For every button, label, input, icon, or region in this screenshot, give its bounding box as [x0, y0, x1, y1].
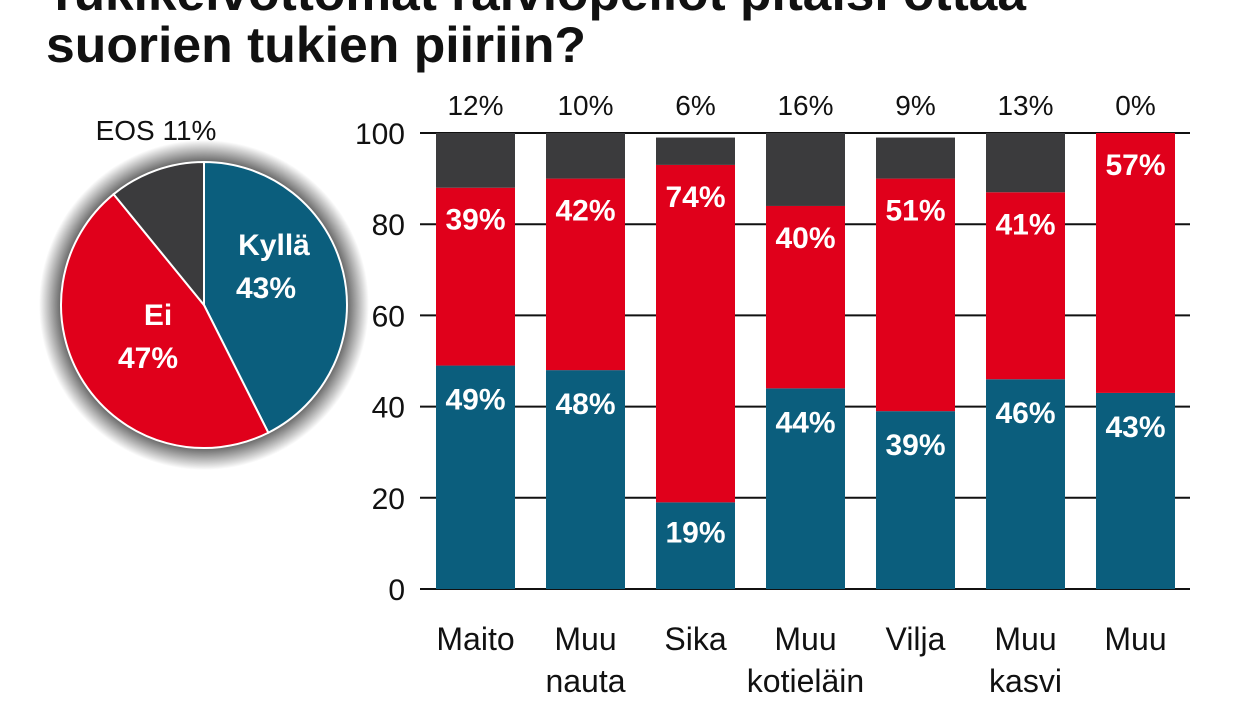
bar-label-ei: 74%	[665, 181, 725, 214]
bar-eos	[436, 133, 515, 188]
x-tick-label: Maito	[436, 621, 514, 657]
bar-label-eos: 0%	[1115, 90, 1155, 121]
pie-label-kylla-value: 43%	[236, 272, 296, 305]
bar-label-kylla: 48%	[555, 388, 615, 421]
bar-label-eos: 9%	[895, 90, 935, 121]
bar-label-ei: 40%	[775, 222, 835, 255]
bar-label-ei: 41%	[995, 208, 1055, 241]
x-tick-label: Vilja	[886, 621, 946, 657]
pie-label-ei-name: Ei	[144, 299, 172, 332]
pie-label-ei-value: 47%	[118, 342, 178, 375]
bar-kylla	[436, 365, 515, 589]
y-tick-label: 60	[372, 300, 405, 333]
chart-title-line1: Tukikelvottomat raiviopellot pitäisi ott…	[46, 0, 1027, 21]
bar-label-ei: 51%	[885, 195, 945, 228]
bar-kylla	[986, 379, 1065, 589]
stacked-bar-chart: 0 20 40 60 80 100 49% 39% 12% Maito 48% 42% 10% Muu na…	[355, 90, 1190, 699]
x-tick-label: nauta	[545, 663, 625, 699]
bar-kylla	[876, 411, 955, 589]
bar-label-kylla: 46%	[995, 397, 1055, 430]
bar-label-eos: 16%	[777, 90, 833, 121]
bar-eos	[986, 133, 1065, 193]
pie-slice-kyllä	[203, 160, 348, 435]
x-tick-label: Muu	[774, 621, 836, 657]
pie-label-kylla-name: Kyllä	[238, 229, 310, 262]
bar-kylla	[656, 502, 735, 589]
bar-label-eos: 13%	[997, 90, 1053, 121]
x-tick-label: kotieläin	[747, 663, 864, 699]
bar-ei	[656, 164, 735, 503]
bar-eos	[766, 133, 845, 206]
x-tick-label: Muu	[994, 621, 1056, 657]
x-tick-label: kasvi	[989, 663, 1062, 699]
bar-ei	[436, 187, 515, 366]
bar-label-kylla: 19%	[665, 516, 725, 549]
pie-chart: Kyllä 43% Ei 47% EOS 11%	[39, 115, 369, 470]
bar-kylla	[1096, 392, 1175, 589]
y-tick-label: 20	[372, 483, 405, 516]
bar-eos	[546, 133, 625, 179]
bar-ei	[876, 178, 955, 412]
chart-title-line2: suorien tukien piiriin?	[46, 17, 586, 73]
y-tick-label: 100	[355, 118, 405, 151]
bar-label-ei: 57%	[1105, 149, 1165, 182]
bar-ei	[546, 178, 625, 371]
bar-label-kylla: 49%	[445, 384, 505, 417]
bar-label-eos: 12%	[447, 90, 503, 121]
pie-slice-ei	[60, 192, 270, 449]
y-tick-label: 40	[372, 392, 405, 425]
x-tick-label: Muu	[1104, 621, 1166, 657]
pie-label-eos: EOS 11%	[96, 115, 217, 146]
bar-eos	[876, 137, 955, 179]
y-tick-label: 80	[372, 209, 405, 242]
bar-label-kylla: 39%	[885, 429, 945, 462]
x-tick-label: Muu	[554, 621, 616, 657]
bar-kylla	[766, 388, 845, 589]
bar-ei	[1096, 133, 1175, 393]
bar-label-ei: 39%	[445, 204, 505, 237]
bar-label-eos: 6%	[675, 90, 715, 121]
bar-ei	[986, 192, 1065, 380]
pie-slice-eos	[112, 160, 205, 308]
bar-label-eos: 10%	[557, 90, 613, 121]
bar-label-kylla: 43%	[1105, 411, 1165, 444]
bar-ei	[766, 205, 845, 389]
x-tick-label: Sika	[664, 621, 726, 657]
bar-eos	[656, 137, 735, 165]
bar-label-kylla: 44%	[775, 406, 835, 439]
bar-kylla	[546, 370, 625, 589]
y-tick-label: 0	[388, 574, 405, 607]
bar-label-ei: 42%	[555, 195, 615, 228]
